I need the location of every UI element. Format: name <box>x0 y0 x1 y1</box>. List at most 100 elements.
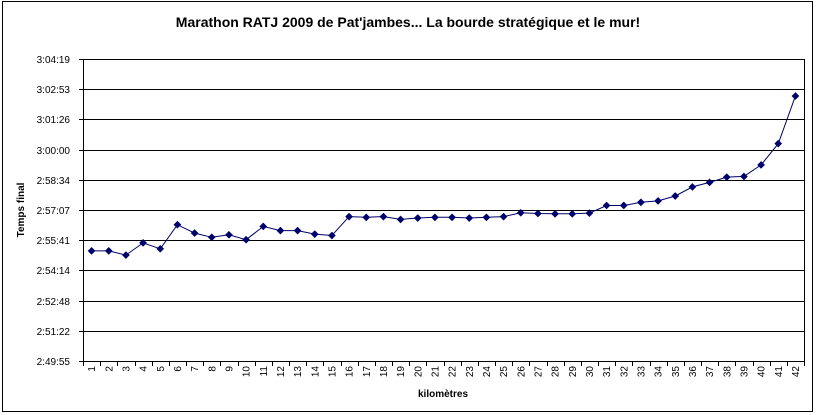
y-tick-label: 2:51:22 <box>37 327 71 338</box>
x-tick-label: 31 <box>602 366 613 378</box>
x-tick-label: 4 <box>139 366 150 372</box>
data-point-km-20 <box>413 214 422 222</box>
data-point-km-17 <box>362 213 371 222</box>
data-point-km-34 <box>654 196 663 205</box>
x-tick-label: 20 <box>413 366 424 378</box>
x-tick-label: 12 <box>276 366 287 378</box>
x-tick-label: 1 <box>87 366 98 372</box>
x-tick-label: 13 <box>293 366 304 378</box>
data-point-km-24 <box>482 213 491 222</box>
data-point-km-2 <box>104 246 113 255</box>
x-tick-labels: 1 2 3 4 5 6 7 8 9 10 11 12 13 14 15 16 17 18 19 20 21 22 23 24 2… <box>87 366 802 378</box>
data-point-km-1 <box>87 246 96 255</box>
data-point-km-21 <box>430 213 439 222</box>
y-tick-label: 2:57:07 <box>37 206 71 217</box>
data-point-km-8 <box>207 233 216 242</box>
gridlines <box>83 59 804 362</box>
data-point-km-15 <box>327 231 336 240</box>
data-point-km-27 <box>533 209 542 218</box>
data-point-km-4 <box>139 238 148 247</box>
y-tick-label: 3:04:19 <box>37 55 71 66</box>
data-point-km-7 <box>190 229 199 238</box>
data-point-km-36 <box>688 182 697 191</box>
data-point-km-42 <box>791 92 800 101</box>
x-tick-label: 18 <box>379 366 390 378</box>
x-tick-label: 6 <box>173 366 184 372</box>
x-tick-label: 42 <box>791 366 802 378</box>
x-tick-label: 24 <box>482 366 493 378</box>
x-tick-label: 32 <box>619 366 630 378</box>
axes <box>79 59 805 366</box>
x-tick-label: 16 <box>345 366 356 378</box>
x-tick-label: 41 <box>774 366 785 378</box>
x-tick-label: 26 <box>516 366 527 378</box>
x-axis-title: kilomètres <box>418 389 468 400</box>
data-point-km-25 <box>499 212 508 221</box>
data-point-km-9 <box>224 230 233 239</box>
x-tick-label: 27 <box>533 366 544 378</box>
data-point-km-23 <box>465 214 474 222</box>
data-point-km-18 <box>379 212 388 221</box>
y-tick-label: 3:02:53 <box>37 85 71 96</box>
data-point-km-40 <box>757 160 766 169</box>
x-tick-label: 40 <box>757 366 768 378</box>
data-point-km-16 <box>345 212 354 221</box>
data-point-km-10 <box>242 235 251 244</box>
x-tick-label: 22 <box>448 366 459 378</box>
y-tick-label: 2:58:34 <box>37 176 71 187</box>
chart-title: Marathon RATJ 2009 de Pat'jambes... La b… <box>176 14 640 30</box>
x-tick-label: 23 <box>465 366 476 378</box>
data-point-km-29 <box>568 209 577 218</box>
data-point-km-39 <box>739 172 748 181</box>
y-tick-label: 2:55:41 <box>37 236 71 247</box>
data-point-km-5 <box>156 244 165 253</box>
x-tick-label: 39 <box>739 366 750 378</box>
data-point-km-11 <box>259 222 268 231</box>
x-tick-label: 36 <box>688 366 699 378</box>
x-tick-label: 29 <box>568 366 579 378</box>
x-tick-label: 5 <box>156 366 167 372</box>
y-tick-label: 3:01:26 <box>37 115 71 126</box>
data-point-km-37 <box>705 178 714 187</box>
x-tick-label: 15 <box>327 366 338 378</box>
data-point-km-26 <box>516 208 525 217</box>
data-point-km-28 <box>551 209 560 218</box>
y-tick-label: 3:00:00 <box>37 146 71 157</box>
x-tick-label: 10 <box>242 366 253 378</box>
data-point-km-35 <box>671 192 680 200</box>
x-tick-label: 19 <box>396 366 407 378</box>
x-tick-label: 21 <box>430 366 441 378</box>
x-tick-label: 17 <box>362 366 373 378</box>
y-tick-labels: 2:49:55 2:51:22 2:52:48 2:54:14 2:55:41 2:57:… <box>37 55 71 368</box>
x-tick-label: 30 <box>585 366 596 378</box>
data-point-km-12 <box>276 226 285 235</box>
data-point-km-14 <box>310 230 319 239</box>
x-tick-label: 38 <box>722 366 733 378</box>
x-tick-label: 28 <box>551 366 562 378</box>
x-tick-label: 8 <box>207 366 218 372</box>
data-point-km-30 <box>585 209 594 218</box>
x-tick-label: 3 <box>121 366 132 372</box>
data-point-km-6 <box>173 220 182 229</box>
y-tick-label: 2:49:55 <box>37 357 71 368</box>
x-tick-label: 14 <box>310 366 321 378</box>
x-tick-label: 37 <box>705 366 716 378</box>
series-km-times <box>87 92 800 260</box>
x-tick-label: 11 <box>259 366 270 377</box>
data-point-km-31 <box>602 201 611 210</box>
x-tick-label: 9 <box>224 366 235 372</box>
y-tick-label: 2:54:14 <box>37 266 71 277</box>
y-tick-label: 2:52:48 <box>37 297 71 308</box>
data-point-km-22 <box>448 213 457 222</box>
data-point-km-13 <box>293 226 302 235</box>
data-point-km-41 <box>774 139 783 148</box>
data-point-km-38 <box>722 173 731 182</box>
data-point-km-19 <box>396 215 405 224</box>
data-point-km-32 <box>619 201 628 210</box>
x-tick-label: 33 <box>636 366 647 378</box>
x-tick-label: 35 <box>671 366 682 378</box>
y-axis-title: Temps final <box>16 182 27 237</box>
x-tick-label: 34 <box>654 366 665 378</box>
